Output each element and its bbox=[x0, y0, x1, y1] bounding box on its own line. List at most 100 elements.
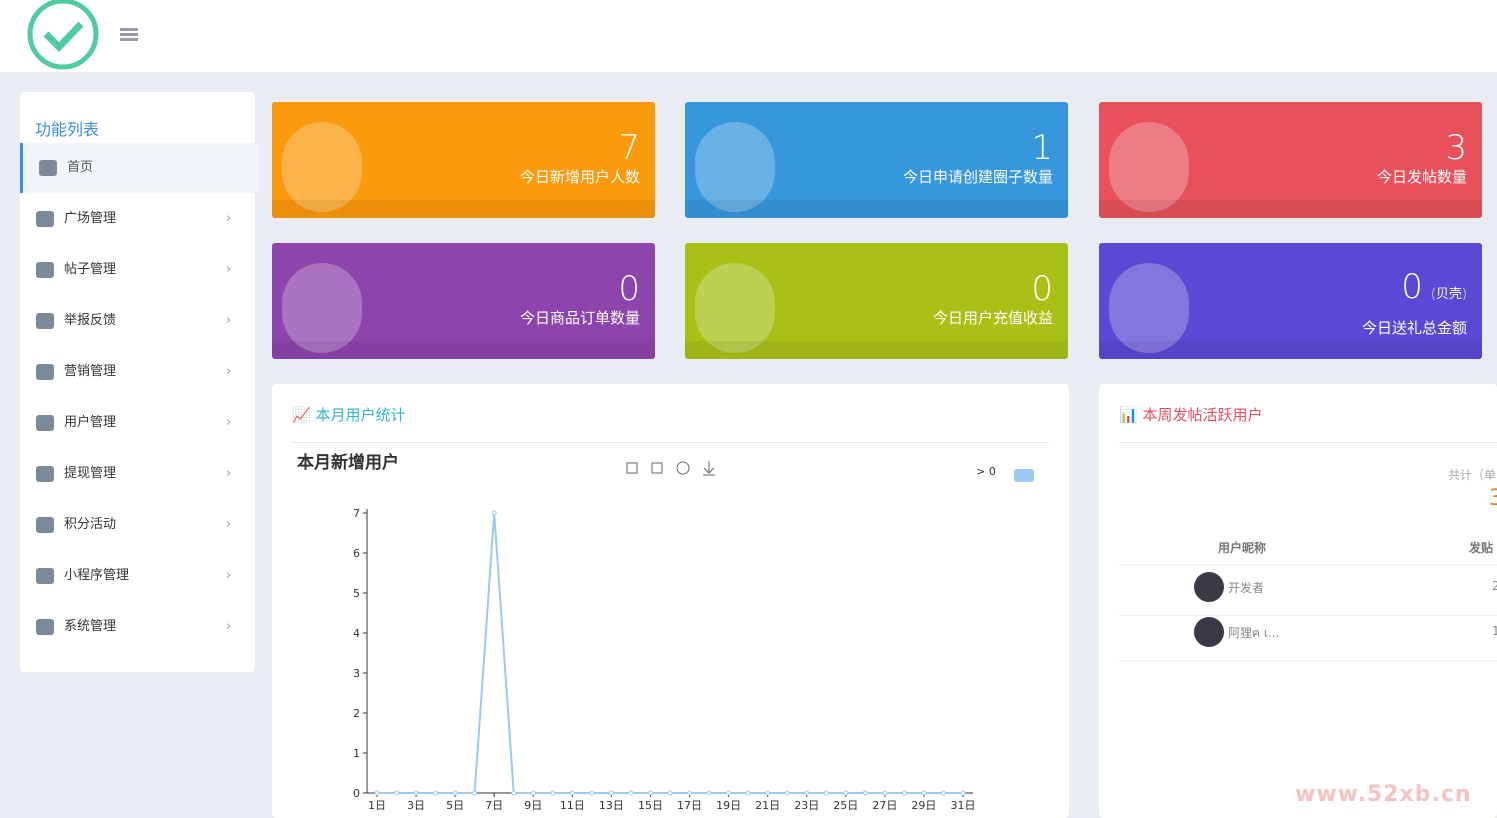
point bbox=[784, 790, 790, 796]
menu-label: 系统管理 bbox=[64, 619, 117, 634]
menu-item[interactable]: 提现管理 › bbox=[20, 449, 255, 499]
user-name: 阿狸ฅ เ... bbox=[1228, 626, 1280, 640]
point bbox=[862, 790, 868, 796]
card-number: 0 bbox=[1401, 267, 1423, 307]
card-decoration bbox=[1109, 263, 1189, 353]
legend-label: > 0 bbox=[976, 465, 996, 478]
menu-icon bbox=[36, 313, 54, 329]
table-row: 阿狸ฅ เ... 1 bbox=[1119, 616, 1497, 661]
toolbox[interactable] bbox=[626, 461, 715, 476]
stat-card: 0 (贝壳) 今日送礼总金额 bbox=[1099, 243, 1482, 359]
menu-arrow: › bbox=[226, 364, 232, 379]
card-label: 今日送礼总金额 bbox=[1361, 319, 1467, 337]
point bbox=[921, 790, 927, 796]
y-tick-label: 2 bbox=[353, 707, 360, 720]
y-tick-label: 3 bbox=[353, 667, 360, 680]
point bbox=[433, 790, 439, 796]
menu-item[interactable]: 广场管理 › bbox=[20, 194, 255, 244]
user-name: 开发者 bbox=[1228, 581, 1265, 595]
menu-item[interactable]: 首页 bbox=[20, 143, 258, 193]
menu-label: 举报反馈 bbox=[64, 313, 117, 328]
x-tick-label: 7日 bbox=[485, 799, 503, 812]
point bbox=[882, 790, 888, 796]
menu-item[interactable]: 积分活动 › bbox=[20, 500, 255, 550]
logo bbox=[27, 0, 138, 70]
menu-icon bbox=[36, 466, 54, 482]
card-number: 0 bbox=[1031, 269, 1053, 309]
point bbox=[491, 510, 497, 516]
card-label: 今日申请创建圈子数量 bbox=[902, 168, 1053, 186]
x-tick-label: 23日 bbox=[794, 799, 819, 812]
card-decoration bbox=[695, 122, 775, 212]
divider bbox=[292, 442, 1049, 443]
x-tick-label: 21日 bbox=[755, 799, 780, 812]
x-tick-label: 9日 bbox=[524, 799, 542, 812]
card-value: 1 bbox=[1031, 128, 1053, 168]
y-tick-label: 5 bbox=[353, 587, 360, 600]
column-header: 用户昵称 bbox=[1218, 541, 1267, 555]
panel-heading: 📈 本月用户统计 bbox=[292, 406, 406, 424]
point bbox=[901, 790, 907, 796]
x-tick-label: 15日 bbox=[638, 799, 663, 812]
x-tick-label: 27日 bbox=[872, 799, 897, 812]
card-number: 0 bbox=[618, 269, 640, 309]
menu-label: 小程序管理 bbox=[64, 568, 130, 583]
stat-card: 0 今日用户充值收益 bbox=[685, 243, 1068, 359]
point bbox=[530, 790, 536, 796]
card-band bbox=[1099, 341, 1482, 359]
table-row: 开发者 2 bbox=[1119, 571, 1497, 616]
menu-arrow: › bbox=[226, 211, 232, 226]
x-tick-label: 5日 bbox=[446, 799, 464, 812]
point bbox=[823, 790, 829, 796]
menu-item[interactable]: 举报反馈 › bbox=[20, 296, 255, 346]
point bbox=[667, 790, 673, 796]
menu-icon bbox=[36, 619, 54, 635]
card-band bbox=[272, 200, 655, 218]
menu-label: 广场管理 bbox=[64, 211, 117, 226]
point bbox=[687, 790, 693, 796]
card-decoration bbox=[282, 263, 362, 353]
menu-toggle[interactable] bbox=[120, 28, 138, 41]
menu-arrow: › bbox=[226, 415, 232, 430]
x-tick-label: 25日 bbox=[833, 799, 858, 812]
y-tick-label: 6 bbox=[353, 547, 360, 560]
column-header: 发贴 bbox=[1469, 541, 1494, 555]
menu-label: 帖子管理 bbox=[64, 262, 117, 277]
chart-title: 本月新增用户 bbox=[297, 452, 399, 473]
stat-card: 0 今日商品订单数量 bbox=[272, 243, 655, 359]
point bbox=[589, 790, 595, 796]
menu-item[interactable]: 系统管理 › bbox=[20, 602, 255, 652]
y-tick-label: 0 bbox=[353, 787, 360, 800]
point bbox=[413, 790, 419, 796]
card-value: 0 bbox=[1031, 269, 1053, 309]
stat-card: 7 今日新增用户人数 bbox=[272, 102, 655, 218]
line bbox=[377, 512, 963, 794]
menu-item[interactable]: 帖子管理 › bbox=[20, 245, 255, 295]
card-label: 今日新增用户人数 bbox=[519, 168, 640, 186]
user-stats-panel: 📈 本月用户统计 本月新增用户 > 0 0 1 2 3 4 5 6 7 1日 3日 5日 7日 9日 11… bbox=[272, 384, 1069, 818]
post-count: 2 bbox=[1492, 579, 1497, 593]
card-value: 3 bbox=[1445, 128, 1467, 168]
card-value: 0 (贝壳) bbox=[1401, 267, 1467, 307]
menu-item[interactable]: 用户管理 › bbox=[20, 398, 255, 448]
y-tick-label: 1 bbox=[353, 747, 360, 760]
menu-arrow: › bbox=[226, 619, 232, 634]
menu-arrow: › bbox=[226, 517, 232, 532]
stat-card: 3 今日发帖数量 bbox=[1099, 102, 1482, 218]
menu-arrow: › bbox=[226, 466, 232, 481]
point bbox=[804, 790, 810, 796]
y-tick-label: 7 bbox=[353, 507, 360, 520]
divider bbox=[1119, 564, 1497, 565]
menu-item[interactable]: 小程序管理 › bbox=[20, 551, 255, 601]
point bbox=[726, 790, 732, 796]
menu-arrow: › bbox=[226, 568, 232, 583]
menu-icon bbox=[36, 262, 54, 278]
point bbox=[569, 790, 575, 796]
card-number: 3 bbox=[1445, 128, 1467, 168]
point bbox=[628, 790, 634, 796]
menu-label: 首页 bbox=[67, 160, 94, 175]
menu-item[interactable]: 营销管理 › bbox=[20, 347, 255, 397]
card-band bbox=[685, 341, 1068, 359]
point bbox=[550, 790, 556, 796]
